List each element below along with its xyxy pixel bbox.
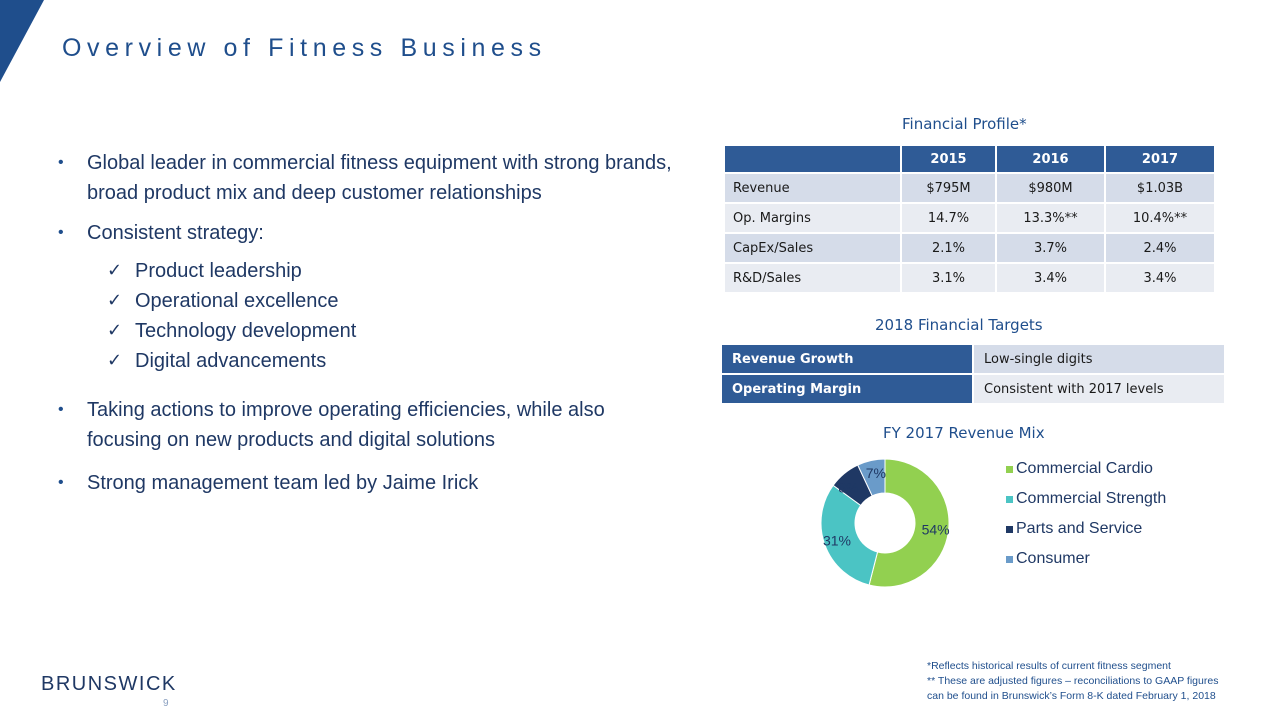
footnote-line: *Reflects historical results of current … <box>927 660 1171 672</box>
strategy-item-label: Operational excellence <box>135 290 339 312</box>
table-row: R&D/Sales 3.1% 3.4% 3.4% <box>725 264 1214 292</box>
bullet-text: Taking actions to improve operating effi… <box>87 399 605 451</box>
table-cell: $795M <box>902 174 995 202</box>
legend-swatch <box>1006 556 1013 563</box>
row-label: Op. Margins <box>725 204 900 232</box>
table-header-cell: 2016 <box>997 146 1104 172</box>
donut-slice <box>820 484 879 586</box>
table-cell: 14.7% <box>902 204 995 232</box>
target-label: Revenue Growth <box>722 345 972 373</box>
row-label: R&D/Sales <box>725 264 900 292</box>
legend-label: Parts and Service <box>1016 520 1143 537</box>
table-cell: $1.03B <box>1106 174 1214 202</box>
target-value: Low-single digits <box>974 345 1224 373</box>
strategy-item-label: Digital advancements <box>135 350 327 372</box>
legend-item: Parts and Service <box>1006 518 1166 548</box>
checkmark-icon: ✓ <box>107 350 123 371</box>
legend-item: Commercial Strength <box>1006 488 1166 518</box>
slide-title: Overview of Fitness Business <box>62 34 547 62</box>
strategy-item-label: Technology development <box>135 320 357 342</box>
bullet-text: Global leader in commercial fitness equi… <box>87 152 672 204</box>
slice-label: 54% <box>922 521 950 537</box>
bullet-marker: • <box>58 401 64 418</box>
table-cell: $980M <box>997 174 1104 202</box>
revenue-mix-title: FY 2017 Revenue Mix <box>883 424 1045 442</box>
table-cell: 13.3%** <box>997 204 1104 232</box>
strategy-item-label: Product leadership <box>135 260 302 282</box>
slice-label: 7% <box>866 465 886 481</box>
bullet-marker: • <box>58 154 64 171</box>
legend-swatch <box>1006 496 1013 503</box>
target-label: Operating Margin <box>722 375 972 403</box>
table-cell: 3.4% <box>1106 264 1214 292</box>
financial-profile-title: Financial Profile* <box>902 115 1027 133</box>
table-row: Revenue Growth Low-single digits <box>722 345 1224 373</box>
revenue-mix-donut-chart: 54% 31% 8% 7% <box>820 458 950 588</box>
legend-label: Commercial Cardio <box>1016 460 1153 477</box>
donut-slice <box>868 458 950 588</box>
row-label: Revenue <box>725 174 900 202</box>
page-number: 9 <box>163 698 169 709</box>
table-header-cell: 2017 <box>1106 146 1214 172</box>
target-value: Consistent with 2017 levels <box>974 375 1224 403</box>
table-row: Operating Margin Consistent with 2017 le… <box>722 375 1224 403</box>
footnote-line: ** These are adjusted figures – reconcil… <box>927 675 1219 687</box>
table-cell: 3.1% <box>902 264 995 292</box>
table-header-row: 2015 2016 2017 <box>725 146 1214 172</box>
slice-label: 31% <box>823 532 851 548</box>
checkmark-icon: ✓ <box>107 260 123 281</box>
table-cell: 10.4%** <box>1106 204 1214 232</box>
table-row: Revenue $795M $980M $1.03B <box>725 174 1214 202</box>
financial-targets-title: 2018 Financial Targets <box>875 316 1043 334</box>
brunswick-logo: BRUNSWICK <box>41 673 177 695</box>
row-label: CapEx/Sales <box>725 234 900 262</box>
bullet-text: Consistent strategy: <box>87 222 264 244</box>
table-row: CapEx/Sales 2.1% 3.7% 2.4% <box>725 234 1214 262</box>
footnote-line: can be found in Brunswick’s Form 8-K dat… <box>927 690 1216 702</box>
financial-profile-table: 2015 2016 2017 Revenue $795M $980M $1.03… <box>723 144 1216 294</box>
checkmark-icon: ✓ <box>107 320 123 341</box>
legend-label: Commercial Strength <box>1016 490 1167 507</box>
legend-item: Consumer <box>1006 548 1166 578</box>
financial-targets-table: Revenue Growth Low-single digits Operati… <box>720 343 1226 405</box>
legend-label: Consumer <box>1016 550 1090 567</box>
legend-swatch <box>1006 466 1013 473</box>
donut-slice <box>857 458 886 497</box>
table-cell: 3.7% <box>997 234 1104 262</box>
bullet-marker: • <box>58 224 64 241</box>
revenue-mix-legend: Commercial Cardio Commercial Strength Pa… <box>1006 458 1166 578</box>
legend-item: Commercial Cardio <box>1006 458 1166 488</box>
table-header-cell: 2015 <box>902 146 995 172</box>
table-cell: 2.4% <box>1106 234 1214 262</box>
footnote: *Reflects historical results of current … <box>927 659 1218 704</box>
bullet-text: Strong management team led by Jaime Iric… <box>87 472 479 494</box>
legend-swatch <box>1006 526 1013 533</box>
table-row: Op. Margins 14.7% 13.3%** 10.4%** <box>725 204 1214 232</box>
corner-accent-stripe <box>0 0 44 82</box>
slice-label: 8% <box>838 480 858 496</box>
bullet-marker: • <box>58 474 64 491</box>
table-cell: 3.4% <box>997 264 1104 292</box>
table-header-cell <box>725 146 900 172</box>
table-cell: 2.1% <box>902 234 995 262</box>
checkmark-icon: ✓ <box>107 290 123 311</box>
